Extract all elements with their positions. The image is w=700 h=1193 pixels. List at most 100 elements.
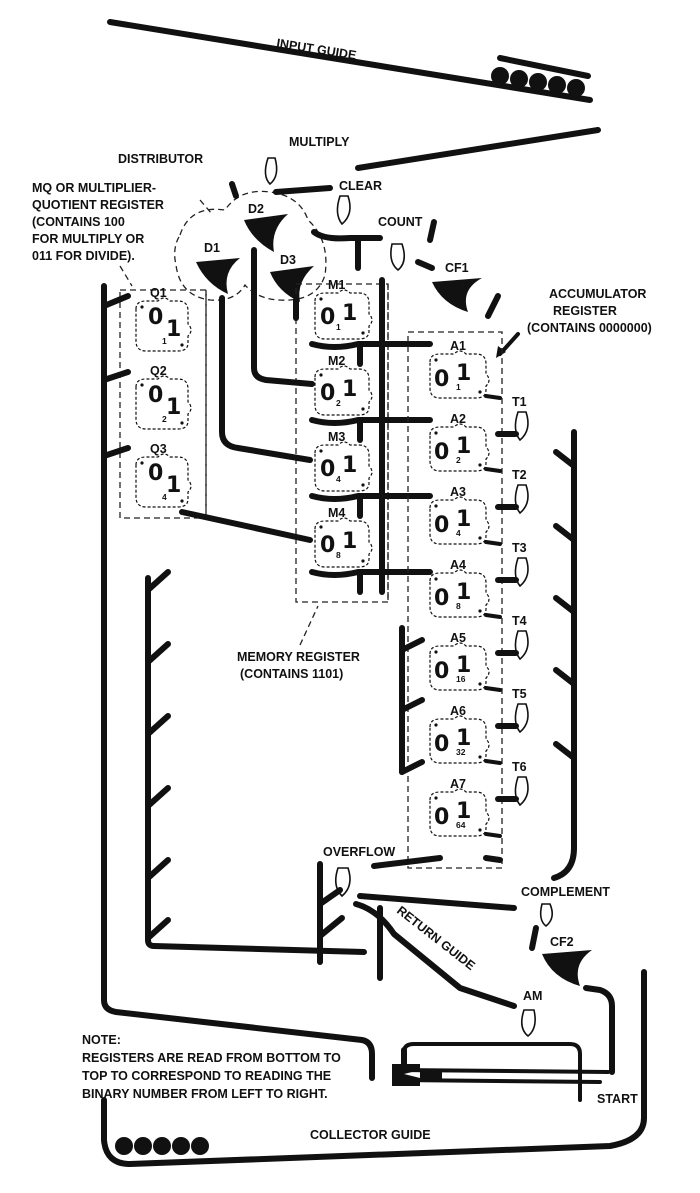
bit-zero-digit: 0 xyxy=(434,513,449,538)
input-guide: INPUT GUIDE xyxy=(107,19,618,122)
bit-weight-label: 8 xyxy=(456,601,461,611)
bit-card-outline xyxy=(135,453,192,508)
bit-toggle-a6[interactable]: A60 132 xyxy=(429,704,490,764)
left-inner-track xyxy=(145,569,367,955)
bit-toggle-a2[interactable]: A20 12 xyxy=(429,412,490,472)
bit-one-digit: 1 xyxy=(342,301,357,326)
bit-toggle-a5[interactable]: A50 116 xyxy=(429,631,490,691)
bit-one-digit: 1 xyxy=(166,473,181,498)
bit-card-outline xyxy=(314,517,373,568)
bit-card-outline xyxy=(135,297,192,352)
accumulator-pin xyxy=(484,467,502,473)
accumulator-pin xyxy=(484,759,502,765)
bit-toggle-a7[interactable]: A70 164 xyxy=(429,777,490,837)
note-line-2: TOP TO CORRESPOND TO READING THE xyxy=(82,1069,331,1083)
bit-one-digit: 1 xyxy=(342,377,357,402)
bit-zero-digit: 0 xyxy=(148,461,163,486)
bit-weight-label: 64 xyxy=(456,820,466,830)
d1-output-track xyxy=(219,295,313,463)
memory-output-track xyxy=(309,417,433,426)
toggle-label-t6: T6 xyxy=(512,760,527,774)
bit-zero-digit: 0 xyxy=(320,533,335,558)
bit-toggle-a1[interactable]: A10 11 xyxy=(429,339,490,399)
bit-weight-label: 4 xyxy=(336,474,341,484)
bit-name-label: M1 xyxy=(328,278,345,292)
memory-label-1: MEMORY REGISTER xyxy=(237,650,360,664)
d1-label: D1 xyxy=(204,241,220,255)
mq-label-3: (CONTAINS 100 xyxy=(32,215,125,229)
mq-label-4: FOR MULTIPLY OR xyxy=(32,232,144,246)
bit-zero-digit: 0 xyxy=(434,367,449,392)
cf2-label: CF2 xyxy=(550,935,574,949)
return-guide-label: RETURN GUIDE xyxy=(394,903,478,973)
bit-card-outline xyxy=(314,289,373,340)
bit-toggle-m1[interactable]: M1 0 11 xyxy=(314,278,373,340)
bit-toggle-q3[interactable]: Q3 0 14 xyxy=(135,442,192,508)
count-lever-icon[interactable] xyxy=(390,243,406,272)
bit-toggle-q2[interactable]: Q2 0 12 xyxy=(135,364,192,430)
accumulator-left-track xyxy=(399,625,425,775)
d3-switch-icon[interactable] xyxy=(270,266,314,302)
mq-label-2: QUOTIENT REGISTER xyxy=(32,198,164,212)
input-marbles xyxy=(491,67,618,122)
bit-zero-digit: 0 xyxy=(434,805,449,830)
bit-card-outline xyxy=(429,642,490,691)
d3-label: D3 xyxy=(280,253,296,267)
accumulator-pin xyxy=(484,394,502,400)
bit-toggle-q1[interactable]: Q10 11 xyxy=(135,286,192,352)
d2-switch-icon[interactable] xyxy=(244,214,288,252)
am-lever-icon[interactable] xyxy=(520,1009,536,1038)
bit-toggle-m2[interactable]: M2 0 12 xyxy=(314,354,373,416)
multiply-label: MULTIPLY xyxy=(289,135,350,149)
toggle-label-t5: T5 xyxy=(512,687,527,701)
multiply-lever-icon[interactable] xyxy=(264,157,278,186)
memory-register-outline xyxy=(295,283,389,603)
bit-name-label: M4 xyxy=(328,506,345,520)
bit-name-label: A2 xyxy=(450,412,466,426)
bit-card-outline xyxy=(429,788,490,837)
complement-lever-icon[interactable] xyxy=(539,903,554,928)
d1-switch-icon[interactable] xyxy=(196,258,240,294)
mq-left-track xyxy=(101,283,375,1081)
complement-label: COMPLEMENT xyxy=(521,885,610,899)
bit-zero-digit: 0 xyxy=(434,732,449,757)
cf2-switch-icon[interactable] xyxy=(542,950,592,986)
start-mechanism[interactable] xyxy=(392,1042,610,1102)
clear-label: CLEAR xyxy=(339,179,382,193)
overflow-label: OVERFLOW xyxy=(323,845,395,859)
bit-name-label: M3 xyxy=(328,430,345,444)
bit-name-label: M2 xyxy=(328,354,345,368)
bit-one-digit: 1 xyxy=(456,580,471,605)
accumulator-register-outline xyxy=(407,331,503,869)
bit-toggle-a4[interactable]: A40 18 xyxy=(429,558,490,618)
bit-toggle-m4[interactable]: M4 0 18 xyxy=(314,506,373,568)
mq-label-1: MQ OR MULTIPLIER- xyxy=(32,181,156,195)
bit-weight-label: 2 xyxy=(456,455,461,465)
bit-toggle-m3[interactable]: M3 0 14 xyxy=(314,430,373,492)
bit-one-digit: 1 xyxy=(456,434,471,459)
bit-weight-label: 1 xyxy=(162,336,167,346)
accumulator-pin xyxy=(484,540,502,546)
accumulator-pin xyxy=(484,832,502,838)
marble xyxy=(172,1137,190,1155)
marble xyxy=(134,1137,152,1155)
memory-output-track xyxy=(309,341,433,350)
bit-toggle-a3[interactable]: A30 14 xyxy=(429,485,490,545)
distributor-outline xyxy=(174,190,327,301)
complement-ramp xyxy=(357,893,517,911)
clear-lever-icon[interactable] xyxy=(336,195,351,226)
bit-weight-label: 4 xyxy=(162,492,167,502)
note-line-1: REGISTERS ARE READ FROM BOTTOM TO xyxy=(82,1051,341,1065)
cf1-switch-icon[interactable] xyxy=(432,278,482,312)
bit-weight-label: 16 xyxy=(456,674,466,684)
distributor-label: DISTRIBUTOR xyxy=(118,152,203,166)
am-label: AM xyxy=(523,989,542,1003)
bit-one-digit: 1 xyxy=(456,361,471,386)
bit-card-outline xyxy=(314,441,373,492)
count-label: COUNT xyxy=(378,215,423,229)
bit-card-outline xyxy=(429,496,490,545)
bit-one-digit: 1 xyxy=(342,529,357,554)
accumulator-label-3: (CONTAINS 0000000) xyxy=(527,321,652,335)
bit-card-outline xyxy=(135,375,192,430)
bit-name-label: A3 xyxy=(450,485,466,499)
